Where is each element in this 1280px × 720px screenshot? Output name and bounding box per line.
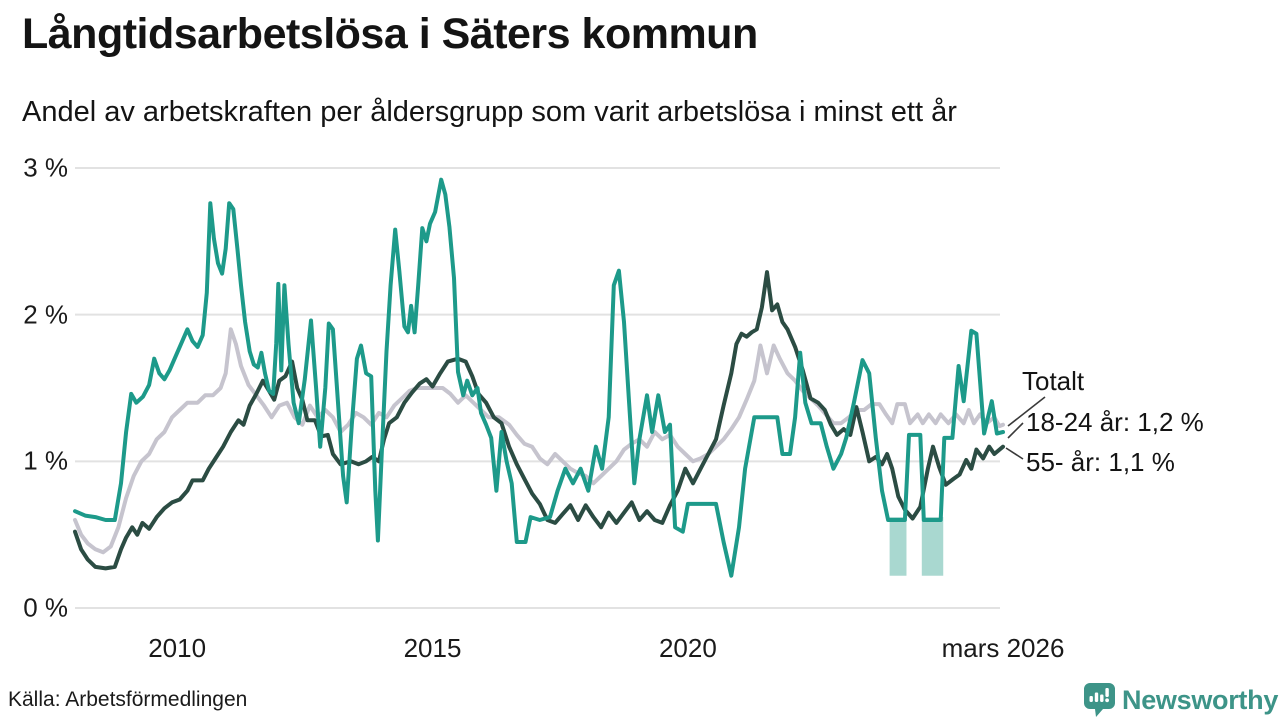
series-line-55plus: [73, 270, 1005, 571]
x-tick-label: 2015: [403, 633, 462, 663]
y-tick-label: 2 %: [23, 299, 68, 330]
y-tick-label: 1 %: [23, 445, 68, 476]
page-title: Långtidsarbetslösa i Säters kommun: [22, 10, 758, 58]
legend-connector-totalt: [1007, 396, 1046, 427]
series-line-18-24: [73, 177, 1005, 578]
newsworthy-wordmark: Newsworthy: [1122, 684, 1279, 715]
gridlines: [75, 167, 1000, 609]
source-label: Källa: Arbetsförmedlingen: [8, 688, 248, 711]
page-subtitle: Andel av arbetskraften per åldersgrupp s…: [22, 96, 957, 128]
legend-connector-55plus: [1005, 447, 1024, 460]
legend-label-55plus: 55- år: 1,1 %: [1026, 447, 1175, 477]
legend-connector-18-24: [1007, 422, 1024, 439]
y-tick-label: 0 %: [23, 592, 68, 623]
x-tick-label: 2020: [658, 633, 717, 663]
y-tick-label: 3 %: [23, 152, 68, 183]
legend-connectors: [1005, 396, 1046, 460]
legend-label-totalt: Totalt: [1022, 366, 1085, 396]
x-tick-label: 2010: [148, 633, 207, 663]
newsworthy-logo-icon: [1084, 683, 1115, 717]
x-tick-label: mars 2026: [941, 633, 1065, 663]
newsworthy-brand: Newsworthy: [1084, 683, 1278, 717]
highlight-bands: [889, 517, 944, 576]
legend-label-18-24: 18-24 år: 1,2 %: [1026, 407, 1204, 437]
